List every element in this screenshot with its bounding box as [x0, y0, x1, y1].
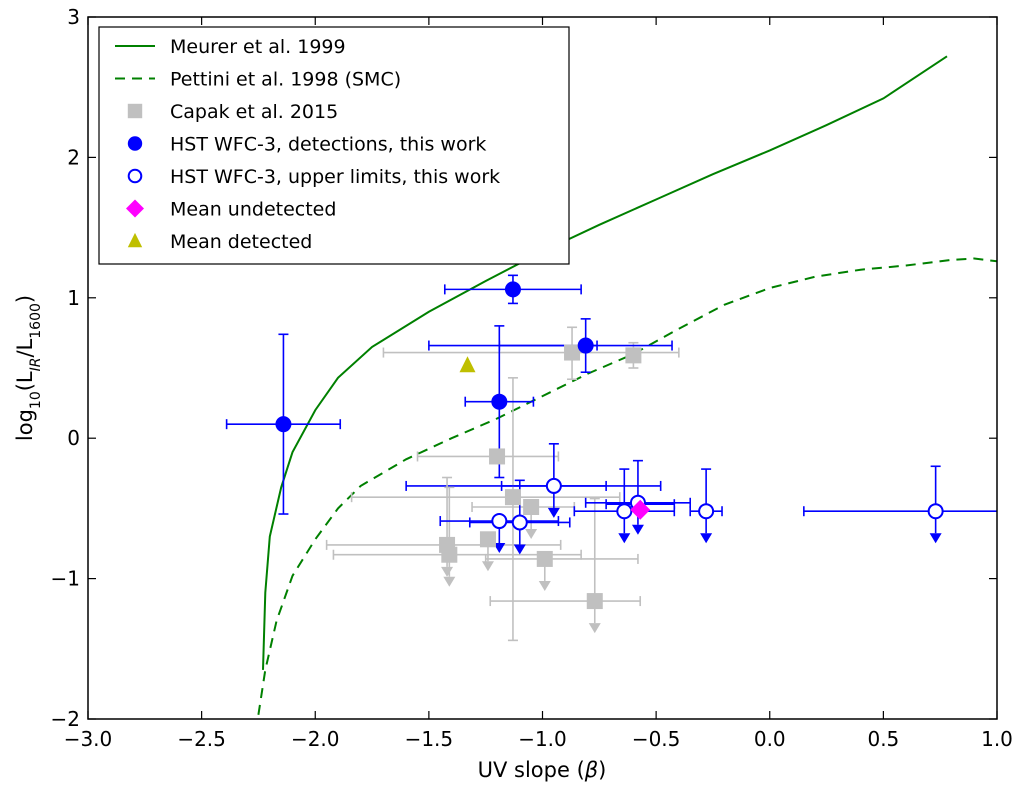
open-circle-data-point — [927, 503, 944, 520]
x-axis-label: UV slope (β) — [478, 758, 607, 782]
upper-limit-arrow — [525, 528, 538, 539]
legend-label: Meurer et al. 1999 — [170, 36, 346, 58]
open-circle-data-point — [511, 514, 528, 531]
upper-limit-arrow — [443, 576, 456, 587]
x-tick-label: −3.0 — [64, 727, 113, 751]
y-tick-label: 3 — [67, 5, 80, 29]
y-tick-label: −1 — [51, 567, 80, 591]
upper-limit-arrow — [618, 533, 631, 544]
legend-marker-swatch — [127, 103, 143, 119]
y-tick-label: 2 — [67, 145, 80, 169]
y-tick-label: 0 — [67, 426, 80, 450]
circle-data-point — [577, 337, 594, 354]
x-tick-label: −2.5 — [177, 727, 226, 751]
upper-limit-arrow — [538, 580, 551, 591]
legend-marker-swatch — [126, 199, 144, 218]
open-circle-data-point — [698, 503, 715, 520]
legend-box — [98, 26, 570, 265]
legend-label: HST WFC-3, upper limits, this work — [170, 166, 500, 188]
square-data-point — [479, 531, 496, 548]
square-data-point — [536, 550, 553, 567]
square-data-point — [441, 546, 458, 563]
open-circle-data-point — [616, 503, 633, 520]
open-circle-data-point — [491, 513, 508, 530]
x-tick-label: −1.0 — [518, 727, 567, 751]
legend-label: HST WFC-3, detections, this work — [170, 134, 486, 156]
upper-limit-arrow — [493, 543, 506, 554]
upper-limit-arrow — [441, 566, 454, 577]
legend-marker-swatch — [127, 168, 143, 184]
open-circle-data-point — [545, 477, 562, 494]
square-data-point — [523, 498, 540, 515]
x-tick-label: 0.5 — [867, 727, 899, 751]
upper-limit-arrow — [700, 533, 713, 544]
square-data-point — [564, 344, 581, 361]
y-axis-label: log10(LIR/L1600) — [13, 295, 44, 441]
square-data-point — [625, 347, 642, 364]
circle-data-point — [275, 416, 292, 433]
axis-ticks: −3.0 −2.5 −2.0 −1.5 −1.0 −0.5 0.0 0.5 1.0 −2 −1 0 1 2… — [51, 5, 1013, 751]
triangle-data-point — [459, 356, 476, 373]
upper-limit-arrow — [547, 507, 560, 518]
square-data-point — [489, 448, 506, 465]
legend-label: Mean detected — [170, 231, 312, 253]
legend-label: Mean undetected — [170, 199, 336, 221]
circle-data-point — [504, 281, 521, 298]
meurer-curve — [262, 55, 948, 670]
x-tick-label: 1.0 — [981, 727, 1013, 751]
circle-data-point — [491, 393, 508, 410]
legend-label: Pettini et al. 1998 (SMC) — [170, 69, 401, 91]
x-tick-label: −1.5 — [405, 727, 454, 751]
x-tick-label: −2.0 — [291, 727, 340, 751]
upper-limit-arrow — [513, 544, 526, 555]
plot-marks — [225, 55, 997, 715]
y-tick-label: −2 — [51, 707, 80, 731]
square-data-point — [504, 489, 521, 506]
legend-label: Capak et al. 2015 — [170, 101, 338, 123]
legend-marker-swatch — [127, 136, 143, 151]
legend: Meurer et al. 1999 Pettini et al. 1998 (S… — [98, 26, 570, 265]
y-tick-label: 1 — [67, 286, 80, 310]
upper-limit-arrow — [929, 533, 942, 544]
square-data-point — [586, 593, 603, 610]
upper-limit-arrow — [631, 524, 644, 535]
x-tick-label: 0.0 — [754, 727, 786, 751]
upper-limit-arrow — [481, 561, 494, 572]
legend-marker-swatch — [127, 232, 143, 248]
pettini-curve — [257, 257, 997, 715]
diamond-data-point — [630, 499, 651, 520]
x-tick-label: −0.5 — [632, 727, 681, 751]
upper-limit-arrow — [588, 623, 601, 634]
